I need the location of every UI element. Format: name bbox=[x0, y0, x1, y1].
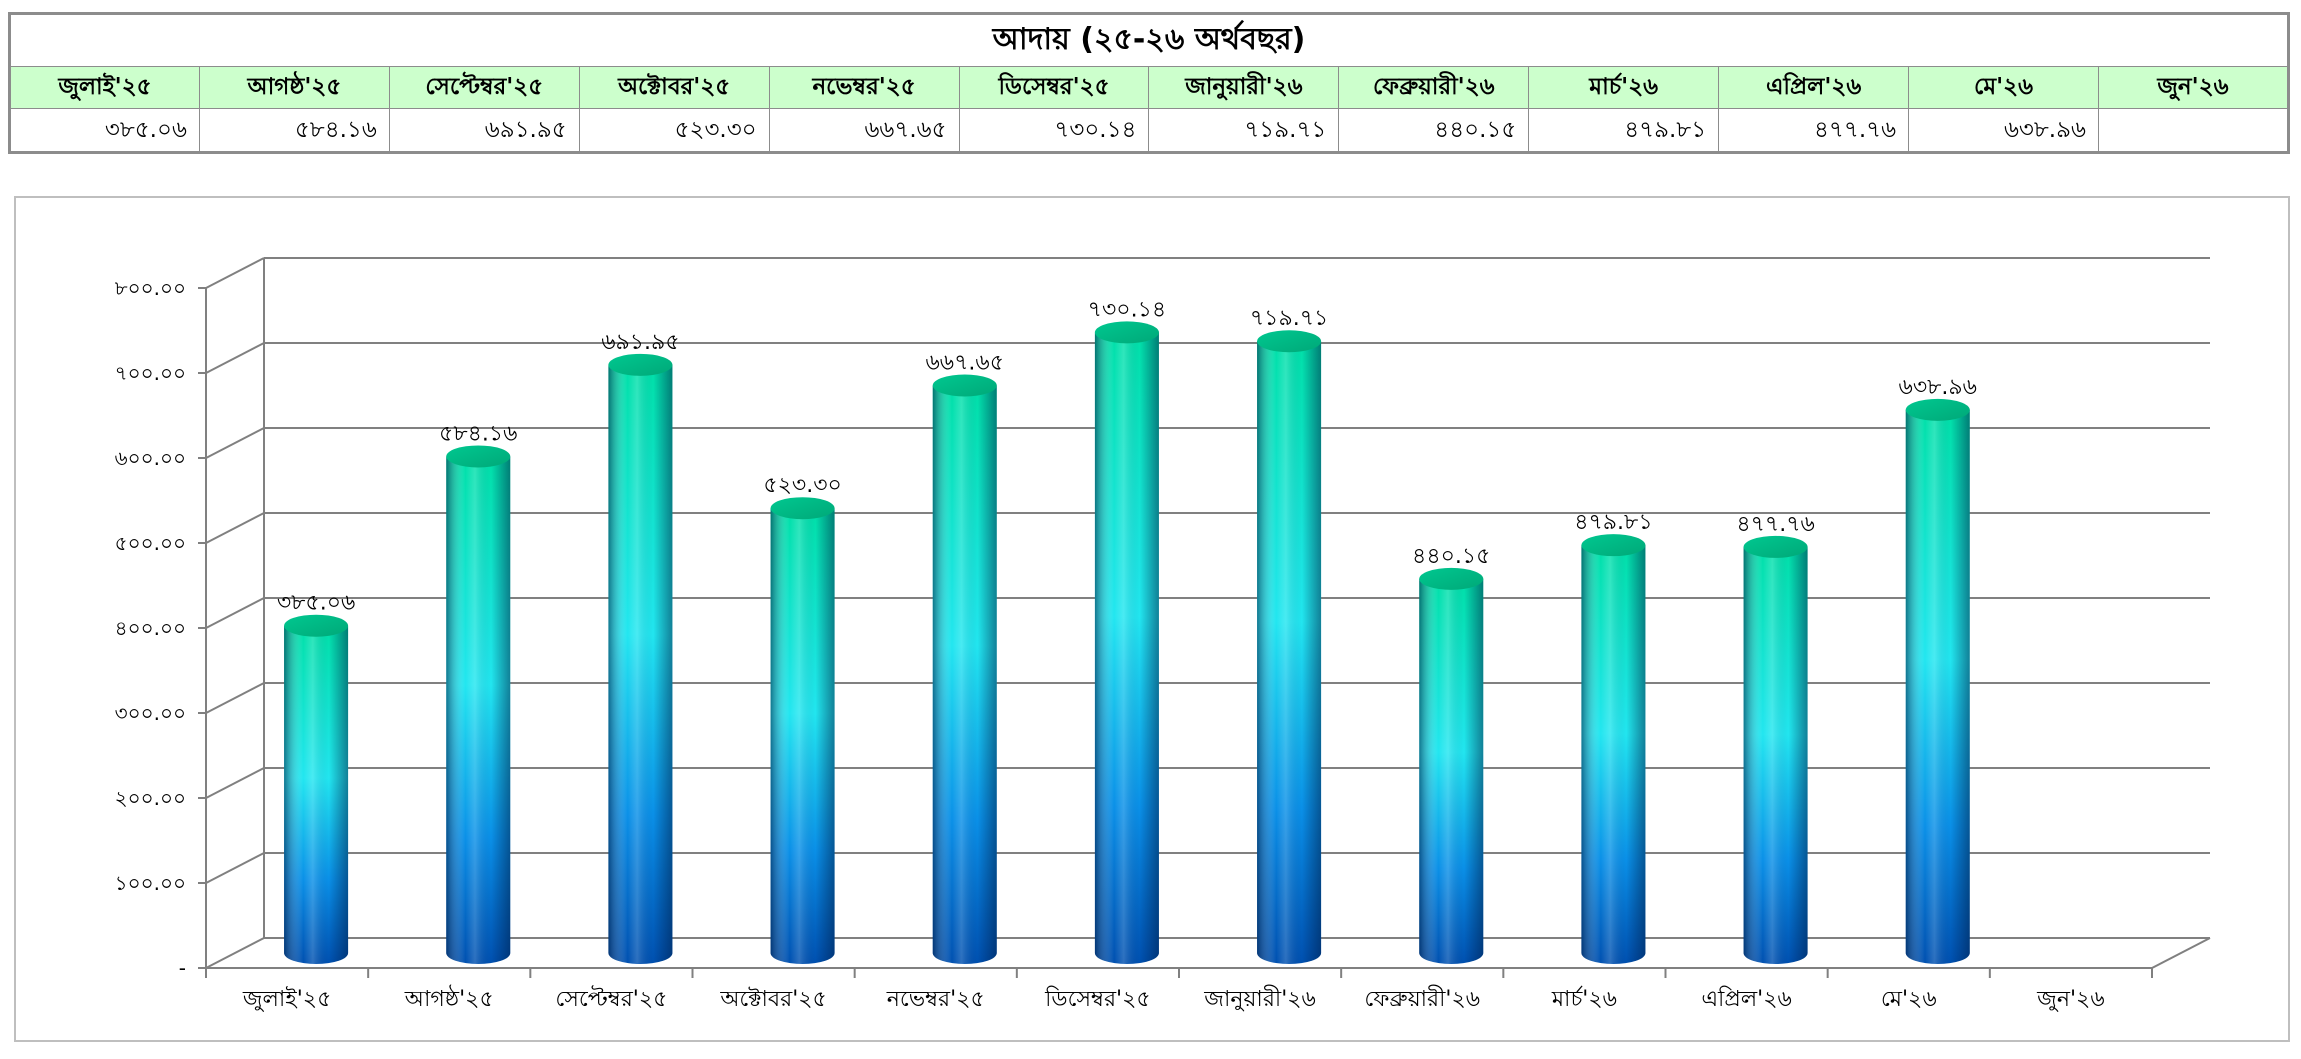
x-category-label: মার্চ'২৬ bbox=[1551, 985, 1617, 1012]
y-tick-label: - bbox=[179, 956, 186, 980]
y-tick-label: ৩০০.০০ bbox=[115, 701, 186, 725]
data-label: ৬৯১.৯৫ bbox=[601, 330, 679, 355]
gridline bbox=[205, 852, 2210, 884]
x-category-label: জুন'২৬ bbox=[2036, 987, 2104, 1013]
x-category-label: ফেব্রুয়ারী'২৬ bbox=[1364, 985, 1480, 1012]
gridline bbox=[205, 257, 2210, 289]
value-cell bbox=[2097, 108, 2290, 153]
y-axis-tick-labels: - ১০০.০০ ২০০.০০ ৩০০.০০ ৪০০.০০ ৫০০.০০ ৬০০.০০ ৭০০… bbox=[115, 276, 186, 980]
month-header-cell: সেপ্টেম্বর'২৫ bbox=[388, 66, 580, 109]
bar bbox=[770, 497, 835, 965]
x-category-label: অক্টোবর'২৫ bbox=[719, 987, 827, 1012]
y-tick-label: ২০০.০০ bbox=[115, 786, 186, 810]
data-label: ৬৬৭.৬৫ bbox=[926, 350, 1005, 375]
bar bbox=[608, 353, 673, 965]
value-row: ৩৮৫.০৬ ৫৮৪.১৬ ৬৯১.৯৫ ৫২৩.৩০ ৬৬৭.৬৫ ৭৩০.১… bbox=[9, 108, 2290, 153]
axes bbox=[198, 258, 2211, 978]
bars bbox=[284, 321, 1970, 965]
bar bbox=[1094, 321, 1159, 965]
y-tick-label: ৫০০.০০ bbox=[115, 531, 186, 555]
data-label: ৫৮৪.১৬ bbox=[439, 421, 517, 446]
table-title: আদায় (২৫-২৬ অর্থবছর) bbox=[9, 13, 2289, 67]
data-label: ৫২৩.৩০ bbox=[763, 473, 842, 498]
bar bbox=[1581, 534, 1646, 965]
month-header-cell: নভেম্বর'২৫ bbox=[768, 66, 960, 109]
month-header-cell: জুলাই'২৫ bbox=[9, 66, 200, 109]
gridline bbox=[205, 427, 2210, 459]
value-cell: ৪৭৯.৮১ bbox=[1528, 108, 1720, 153]
month-header-cell: অক্টোবর'২৫ bbox=[578, 66, 770, 109]
month-header-cell: ফেব্রুয়ারী'২৬ bbox=[1338, 66, 1530, 109]
chart-area: - ১০০.০০ ২০০.০০ ৩০০.০০ ৪০০.০০ ৫০০.০০ ৬০০.০০ ৭০০… bbox=[14, 196, 2290, 1042]
bar bbox=[1257, 330, 1322, 965]
x-category-label: জানুয়ারী'২৬ bbox=[1203, 985, 1316, 1012]
month-header-cell: জুন'২৬ bbox=[2097, 66, 2290, 109]
bar bbox=[1419, 567, 1484, 965]
value-cell: ৭১৯.৭১ bbox=[1148, 108, 1340, 153]
value-cell: ৫৮৪.১৬ bbox=[198, 108, 390, 153]
x-category-label: মে'২৬ bbox=[1881, 987, 1937, 1012]
bar bbox=[932, 374, 997, 965]
value-cell: ৬৯১.৯৫ bbox=[388, 108, 580, 153]
x-category-label: সেপ্টেম্বর'২৫ bbox=[555, 985, 667, 1012]
data-label: ৪৭৭.৭৬ bbox=[1736, 512, 1815, 537]
month-header-cell: মে'২৬ bbox=[1908, 66, 2099, 109]
gridline bbox=[205, 512, 2210, 544]
summary-table: আদায় (২৫-২৬ অর্থবছর) জুলাই'২৫ আগষ্ঠ'২৫ … bbox=[8, 12, 2290, 154]
y-tick-label: ৪০০.০০ bbox=[115, 616, 186, 640]
bar bbox=[284, 614, 349, 965]
month-header-cell: জানুয়ারী'২৬ bbox=[1148, 66, 1340, 109]
x-category-label: আগষ্ঠ'২৫ bbox=[404, 985, 494, 1012]
gridline bbox=[205, 342, 2210, 374]
data-label: ৪৭৯.৮১ bbox=[1574, 510, 1652, 535]
gridline bbox=[205, 597, 2210, 629]
y-tick-label: ৬০০.০০ bbox=[115, 446, 186, 470]
x-category-label: নভেম্বর'২৫ bbox=[886, 987, 985, 1012]
value-cell: ৩৮৫.০৬ bbox=[9, 108, 200, 153]
value-cell: ৫২৩.৩০ bbox=[578, 108, 770, 153]
gridline bbox=[205, 767, 2210, 799]
data-label: ৪৪০.১৫ bbox=[1412, 544, 1490, 569]
value-cell: ৬৬৭.৬৫ bbox=[768, 108, 960, 153]
floor-right-edge bbox=[2151, 937, 2211, 969]
bar bbox=[446, 445, 511, 965]
data-label: ৭৩০.১৪ bbox=[1088, 297, 1166, 322]
month-header-cell: ডিসেম্বর'২৫ bbox=[958, 66, 1150, 109]
value-cell: ৬৩৮.৯৬ bbox=[1908, 108, 2099, 153]
month-header-cell: মার্চ'২৬ bbox=[1528, 66, 1720, 109]
value-cell: ৭৩০.১৪ bbox=[958, 108, 1150, 153]
data-label: ৬৩৮.৯৬ bbox=[1899, 375, 1977, 400]
x-axis-category-labels: জুলাই'২৫ আগষ্ঠ'২৫ সেপ্টেম্বর'২৫ অক্টোবর'২৫ ন… bbox=[242, 985, 2105, 1013]
bar-chart: - ১০০.০০ ২০০.০০ ৩০০.০০ ৪০০.০০ ৫০০.০০ ৬০০.০০ ৭০০… bbox=[115, 257, 2211, 1013]
y-tick-label: ৭০০.০০ bbox=[115, 361, 186, 385]
x-category-label: এপ্রিল'২৬ bbox=[1701, 986, 1792, 1012]
bar bbox=[1743, 535, 1808, 965]
gridline bbox=[205, 937, 2210, 969]
x-category-label: জুলাই'২৫ bbox=[242, 986, 332, 1013]
data-label: ৭১৯.৭১ bbox=[1250, 306, 1328, 331]
y-tick-label: ১০০.০০ bbox=[115, 871, 186, 895]
gridline bbox=[205, 682, 2210, 714]
data-labels: ৩৮৫.০৬ ৫৮৪.১৬ ৬৯১.৯৫ ৫২৩.৩০ ৬৬৭.৬৫ ৭৩০.১৪ ৭১৯.… bbox=[277, 297, 1977, 615]
month-header-row: জুলাই'২৫ আগষ্ঠ'২৫ সেপ্টেম্বর'২৫ অক্টোবর'… bbox=[9, 66, 2290, 109]
gridlines bbox=[205, 257, 2210, 969]
value-cell: ৪৭৭.৭৬ bbox=[1718, 108, 1910, 153]
data-label: ৩৮৫.০৬ bbox=[277, 591, 355, 616]
x-category-label: ডিসেম্বর'২৫ bbox=[1044, 986, 1151, 1012]
y-tick-label: ৮০০.০০ bbox=[115, 276, 186, 300]
month-header-cell: এপ্রিল'২৬ bbox=[1718, 66, 1910, 109]
bar bbox=[1905, 398, 1970, 965]
value-cell: ৪৪০.১৫ bbox=[1338, 108, 1530, 153]
month-header-cell: আগষ্ঠ'২৫ bbox=[198, 66, 390, 109]
